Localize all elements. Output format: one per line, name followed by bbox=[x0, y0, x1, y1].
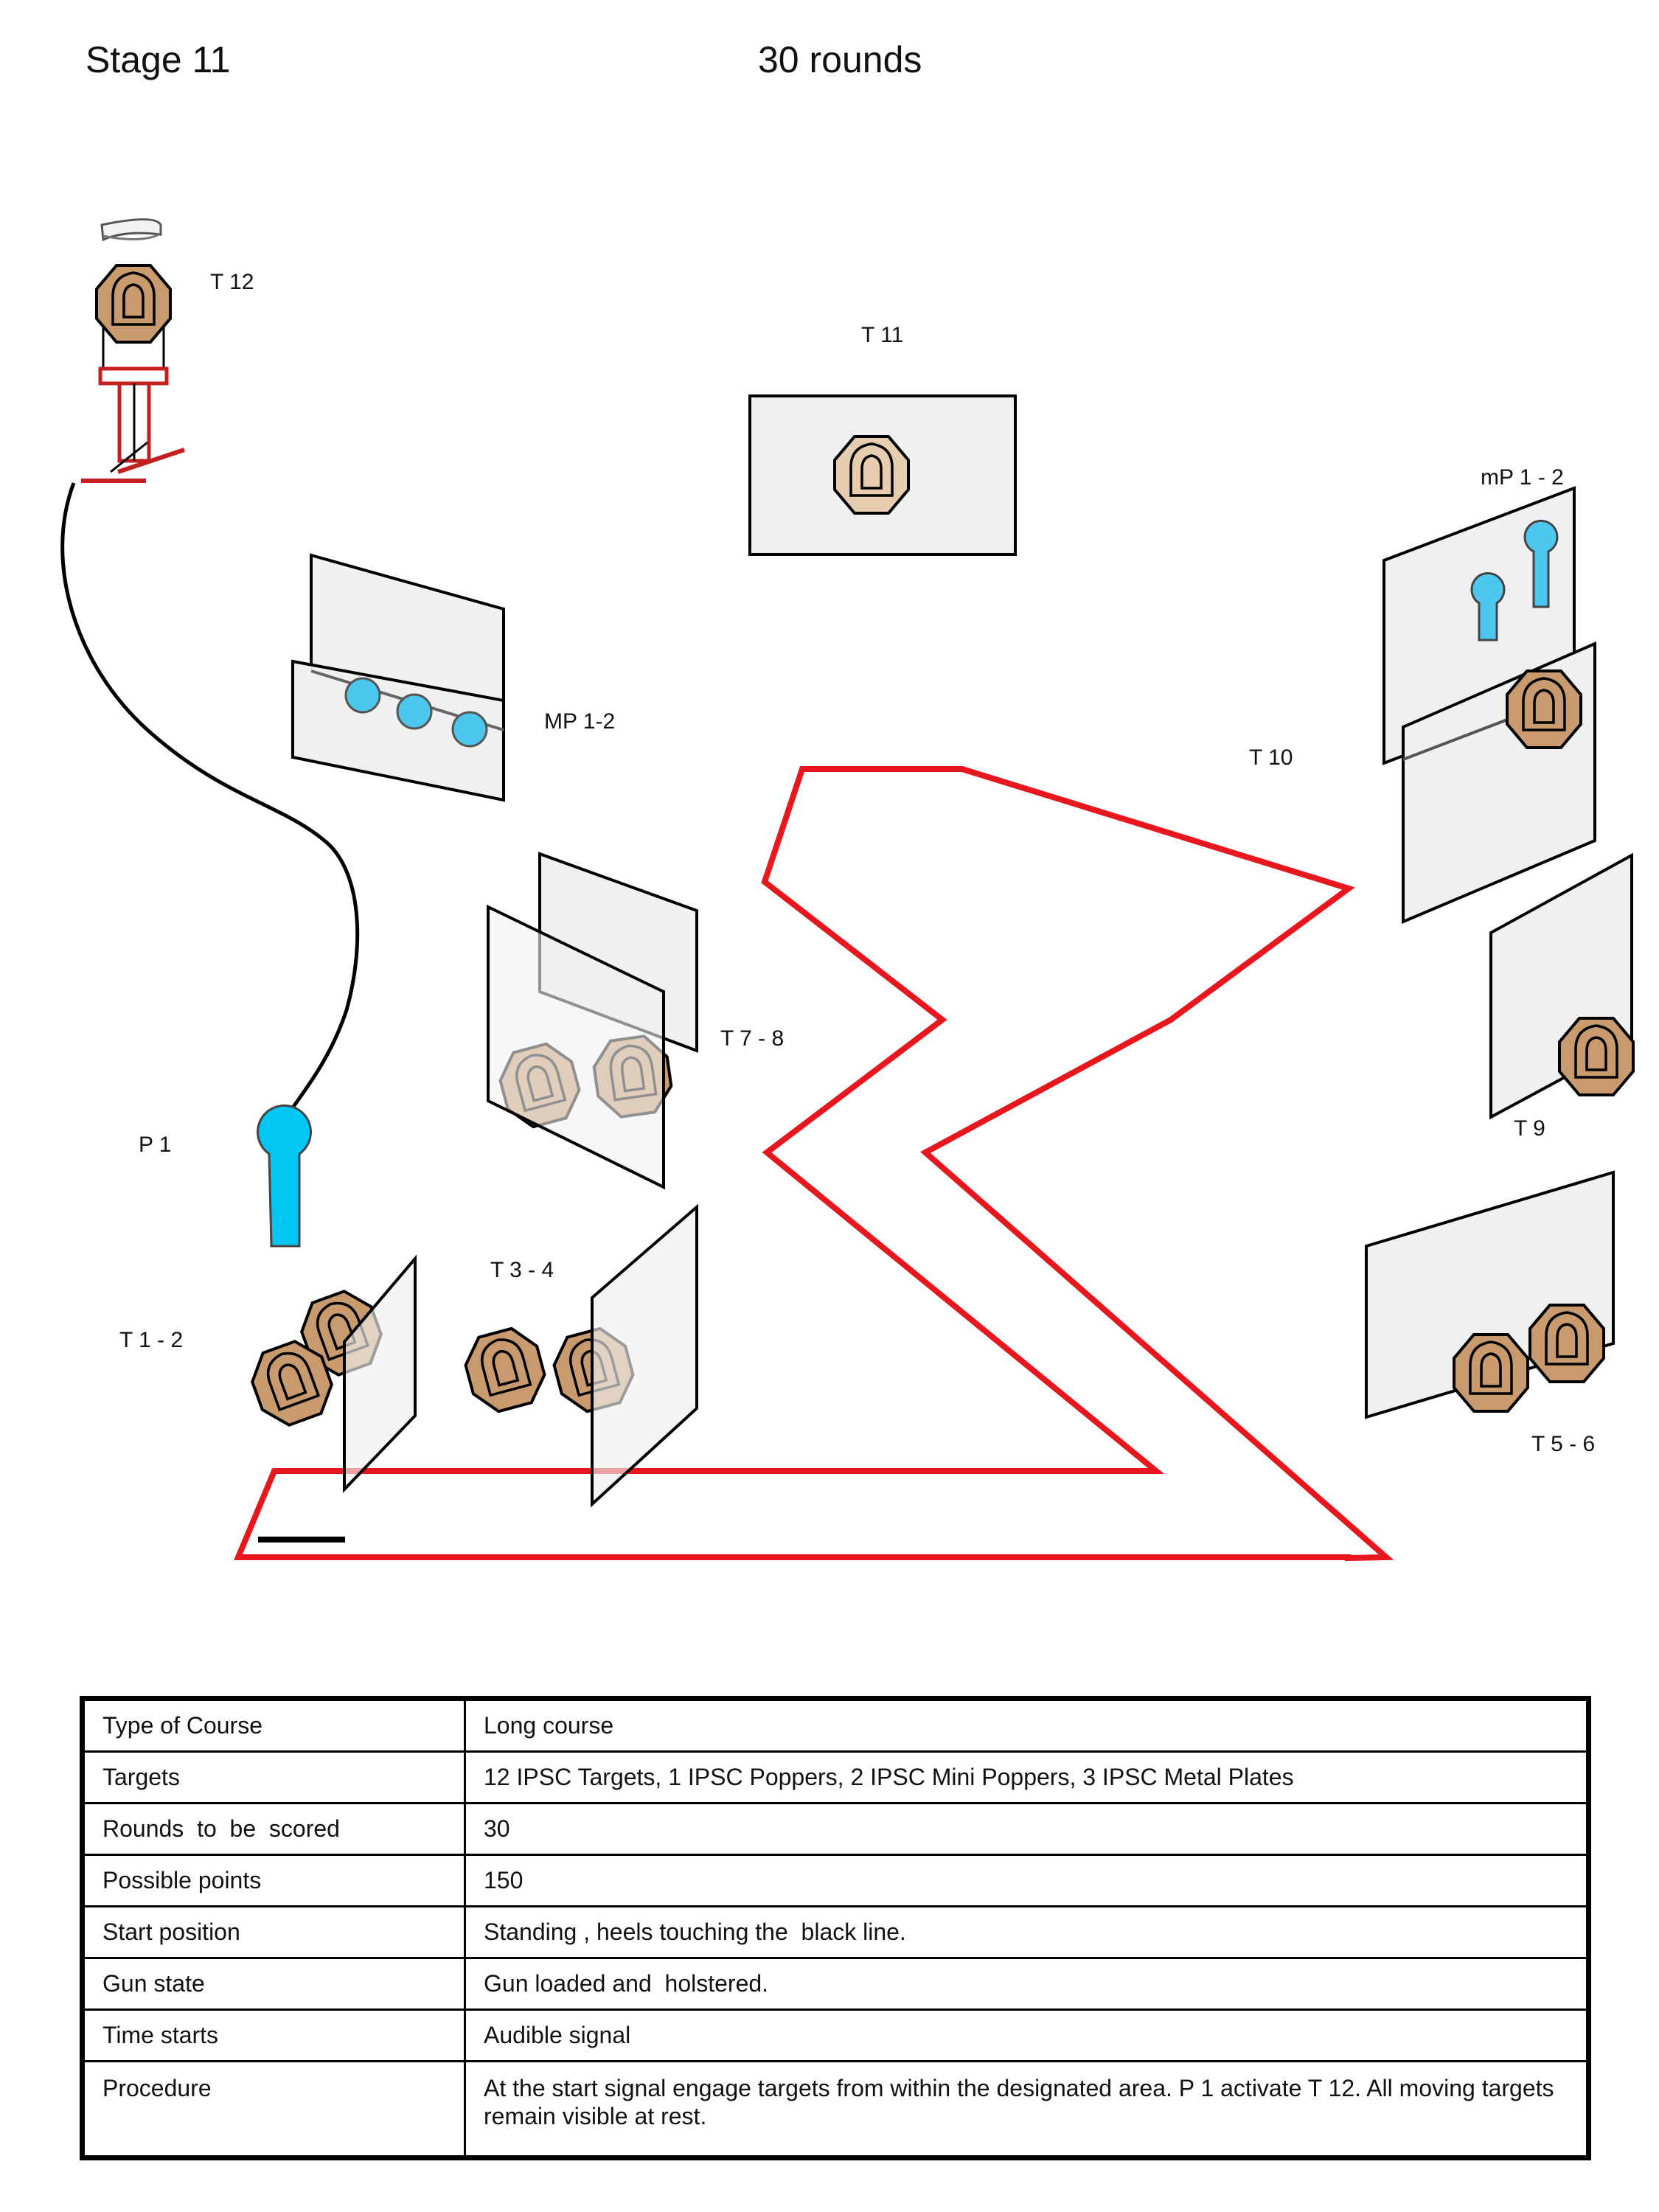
t11-target bbox=[833, 435, 910, 515]
row-key: Type of Course bbox=[81, 1697, 466, 1753]
stage-title: Stage 11 bbox=[86, 39, 231, 80]
row-value: 30 bbox=[464, 1802, 1590, 1856]
metal-plate bbox=[396, 693, 433, 730]
metal-plate bbox=[451, 711, 488, 748]
t34-barrier bbox=[591, 1203, 698, 1508]
label-t56: T 5 - 6 bbox=[1531, 1432, 1595, 1456]
table-row: Gun state Gun loaded and holstered. bbox=[81, 1957, 1590, 2011]
activation-cable bbox=[60, 482, 360, 1111]
table-row: Rounds to be scored 30 bbox=[81, 1802, 1590, 1856]
row-value: Long course bbox=[464, 1697, 1590, 1753]
row-value: 12 IPSC Targets, 1 IPSC Poppers, 2 IPSC … bbox=[464, 1750, 1590, 1804]
table-row: Time starts Audible signal bbox=[81, 2008, 1590, 2062]
mini-popper bbox=[1470, 572, 1506, 641]
t10-target bbox=[1506, 669, 1582, 749]
row-value: Audible signal bbox=[464, 2008, 1590, 2062]
row-key: Gun state bbox=[81, 1957, 466, 2011]
label-t78: T 7 - 8 bbox=[720, 1026, 784, 1051]
stage-diagram: T 12 T 11 mP 1 - 2 MP 1-2 T 10 T 7 - 8 P… bbox=[60, 218, 1635, 1562]
row-key: Start position bbox=[81, 1905, 466, 1959]
label-t34: T 3 - 4 bbox=[490, 1258, 554, 1282]
label-mp-left: MP 1-2 bbox=[544, 709, 615, 734]
table-row: Targets 12 IPSC Targets, 1 IPSC Poppers,… bbox=[81, 1750, 1590, 1804]
table-row: Possible points 150 bbox=[81, 1854, 1590, 1907]
label-t1-2: T 1 - 2 bbox=[119, 1328, 183, 1352]
mini-popper bbox=[1523, 519, 1559, 608]
t12-swinger bbox=[81, 218, 185, 483]
row-key: Possible points bbox=[81, 1854, 466, 1907]
t78-front-wall bbox=[487, 904, 665, 1190]
row-value: At the start signal engage targets from … bbox=[464, 2060, 1590, 2159]
row-key: Targets bbox=[81, 1750, 466, 1804]
t12-target bbox=[95, 264, 172, 344]
table-row: Start position Standing , heels touching… bbox=[81, 1905, 1590, 1959]
row-value: Standing , heels touching the black line… bbox=[464, 1905, 1590, 1959]
popper-p1 bbox=[257, 1104, 312, 1248]
row-value: Gun loaded and holstered. bbox=[464, 1957, 1590, 2011]
label-t10: T 10 bbox=[1249, 745, 1293, 770]
rounds-title: 30 rounds bbox=[758, 39, 922, 80]
label-t11: T 11 bbox=[861, 323, 903, 347]
t9-target bbox=[1558, 1017, 1635, 1096]
t12-barrier bbox=[343, 1254, 417, 1493]
t6-target bbox=[1528, 1304, 1605, 1383]
label-mp-right: mP 1 - 2 bbox=[1481, 465, 1564, 490]
t3-target bbox=[458, 1321, 552, 1419]
stage-info-table: Type of Course Long course Targets 12 IP… bbox=[80, 1696, 1591, 2160]
table-row: Type of Course Long course bbox=[81, 1697, 1590, 1753]
label-p1: P 1 bbox=[139, 1133, 172, 1157]
metal-plate bbox=[344, 677, 381, 714]
table-row: Procedure At the start signal engage tar… bbox=[81, 2060, 1590, 2159]
label-t12: T 12 bbox=[210, 270, 254, 294]
row-key: Procedure bbox=[81, 2060, 466, 2159]
fault-line bbox=[233, 766, 1394, 1562]
row-key: Time starts bbox=[81, 2008, 466, 2062]
row-key: Rounds to be scored bbox=[81, 1802, 466, 1856]
label-t9: T 9 bbox=[1514, 1116, 1545, 1141]
t5-target bbox=[1453, 1333, 1529, 1413]
row-value: 150 bbox=[464, 1854, 1590, 1907]
